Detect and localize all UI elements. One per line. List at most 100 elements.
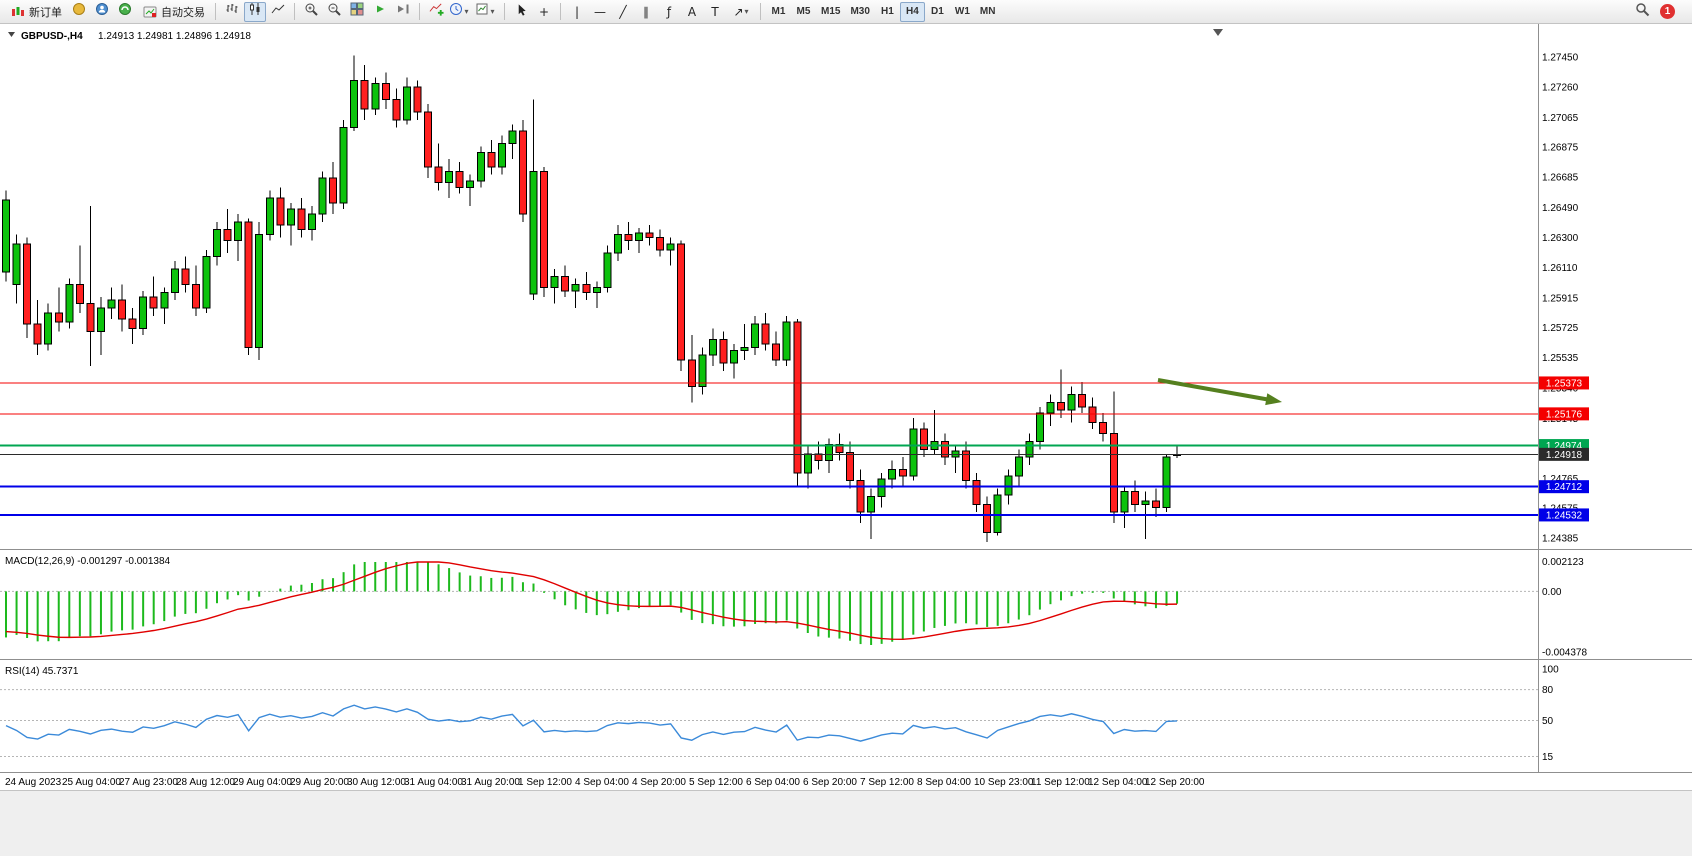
bull-candle <box>592 287 601 293</box>
search-button[interactable] <box>1631 2 1653 22</box>
bear-candle <box>518 130 527 215</box>
chart-shift-button[interactable] <box>392 2 414 22</box>
channel-button[interactable]: ∥ <box>635 2 657 22</box>
bull-candle <box>2 199 10 273</box>
bear-candle <box>487 152 496 168</box>
zoom-in-button[interactable] <box>300 2 322 22</box>
time-tick: 30 Aug 12:00 <box>347 777 406 788</box>
bull-candle <box>740 346 749 351</box>
support-button[interactable] <box>114 2 136 22</box>
text-button[interactable]: A <box>681 2 703 22</box>
time-tick: 25 Aug 04:00 <box>62 777 121 788</box>
vertical-line-button[interactable]: | <box>566 2 588 22</box>
toolbar: 新订单 自动交易 ▾ ▾ + | — ╱ ∥ ƒ A <box>0 0 1692 24</box>
horizontal-line-button[interactable]: — <box>589 2 611 22</box>
collapse-chart-icon[interactable] <box>8 32 15 37</box>
timeframe-D1-button[interactable]: D1 <box>931 6 944 17</box>
indicators-icon <box>429 2 444 22</box>
notification-badge[interactable]: 1 <box>1660 4 1675 19</box>
new-order-icon <box>10 2 26 22</box>
bull-candle <box>824 444 833 461</box>
dropdown-caret-icon: ▾ <box>744 7 749 16</box>
time-axis[interactable] <box>0 772 1538 790</box>
line-chart-button[interactable] <box>267 2 289 22</box>
trendline-button[interactable]: ╱ <box>612 2 634 22</box>
tile-windows-icon <box>350 2 364 21</box>
zoom-out-icon <box>327 2 342 22</box>
cursor-button[interactable] <box>510 2 532 22</box>
bear-candle <box>223 229 232 242</box>
timeframe-MN-button[interactable]: MN <box>979 6 996 17</box>
alerts-button[interactable] <box>68 2 90 22</box>
rsi-tick: 15 <box>1542 752 1554 763</box>
price-tag <box>1539 407 1589 421</box>
tile-windows-button[interactable] <box>346 2 368 22</box>
bear-candle <box>561 276 570 292</box>
bear-candle <box>656 236 665 251</box>
bull-candle <box>1035 412 1044 442</box>
trend-arrow[interactable] <box>1157 378 1273 403</box>
bear-candle <box>33 323 42 345</box>
new-order-button[interactable]: 新订单 <box>5 2 67 22</box>
price-tag <box>1539 508 1589 522</box>
crosshair-button[interactable]: + <box>533 2 555 22</box>
timeframe-M30-button[interactable]: M30 <box>850 6 870 17</box>
chart-canvas[interactable]: 1.27450 1.27260 1.27065 1.26875 1.26685 1.264… <box>0 24 1692 790</box>
periods-icon <box>449 2 463 21</box>
line-chart-icon <box>271 2 285 21</box>
timeframe-M5-button[interactable]: M5 <box>796 6 811 17</box>
candlestick-button[interactable] <box>244 1 266 22</box>
auto-scroll-button[interactable] <box>369 2 391 22</box>
bull-candle <box>350 80 359 129</box>
rsi-line <box>5 704 1178 742</box>
price-tag-label: 1.25373 <box>1546 378 1583 389</box>
label-icon: T <box>711 4 719 19</box>
time-tick: 31 Aug 20:00 <box>461 777 520 788</box>
time-tick: 28 Aug 12:00 <box>176 777 235 788</box>
bull-candle <box>476 152 485 182</box>
timeframe-W1-button[interactable]: W1 <box>954 6 970 17</box>
bear-candle <box>54 312 63 323</box>
chart-shift-icon <box>396 2 410 21</box>
toolbar-separator <box>419 3 420 20</box>
bear-candle <box>1109 433 1118 513</box>
macd-signal-line <box>5 561 1178 641</box>
toolbar-separator <box>504 3 505 20</box>
rsi-tick: 50 <box>1542 716 1554 727</box>
bear-candle <box>719 338 728 364</box>
bull-candle <box>318 177 327 215</box>
fibonacci-button[interactable]: ƒ <box>658 2 680 22</box>
timeframe-M15-button[interactable]: M15 <box>821 6 841 17</box>
price-tag <box>1539 376 1589 390</box>
periods-button[interactable]: ▾ <box>448 2 470 22</box>
auto-trading-button[interactable]: 自动交易 <box>137 2 210 22</box>
bull-candle <box>708 338 717 356</box>
bull-candle <box>666 243 675 251</box>
timeframe-M1-button[interactable]: M1 <box>771 6 786 17</box>
arrows-button[interactable]: ↗ ▾ <box>727 2 755 22</box>
bear-candle <box>413 86 422 113</box>
bull-candle <box>170 268 179 293</box>
bull-candle <box>286 208 295 226</box>
timeframe-H4-button[interactable]: H4 <box>899 1 925 22</box>
time-tick: 12 Sep 20:00 <box>1145 777 1205 788</box>
price-tick: 1.27065 <box>1542 113 1579 124</box>
chart-shift-marker-icon[interactable] <box>1213 29 1223 36</box>
zoom-out-button[interactable] <box>323 2 345 22</box>
indicators-button[interactable] <box>425 2 447 22</box>
price-axis[interactable] <box>1538 24 1692 772</box>
bar-chart-button[interactable] <box>221 2 243 22</box>
time-tick: 4 Sep 04:00 <box>575 777 629 788</box>
community-button[interactable] <box>91 2 113 22</box>
bear-candle <box>1099 422 1108 435</box>
auto-trading-icon <box>142 2 158 22</box>
macd-title: MACD(12,26,9) -0.001297 -0.001384 <box>5 556 171 567</box>
trend-arrow-head[interactable] <box>1265 393 1282 406</box>
horizontal-line-icon: — <box>594 4 606 19</box>
timeframe-H1-button[interactable]: H1 <box>881 6 894 17</box>
price-tick: 1.26300 <box>1542 233 1579 244</box>
label-button[interactable]: T <box>704 2 726 22</box>
price-tag-label: 1.24974 <box>1546 441 1583 452</box>
templates-button[interactable]: ▾ <box>471 2 499 22</box>
